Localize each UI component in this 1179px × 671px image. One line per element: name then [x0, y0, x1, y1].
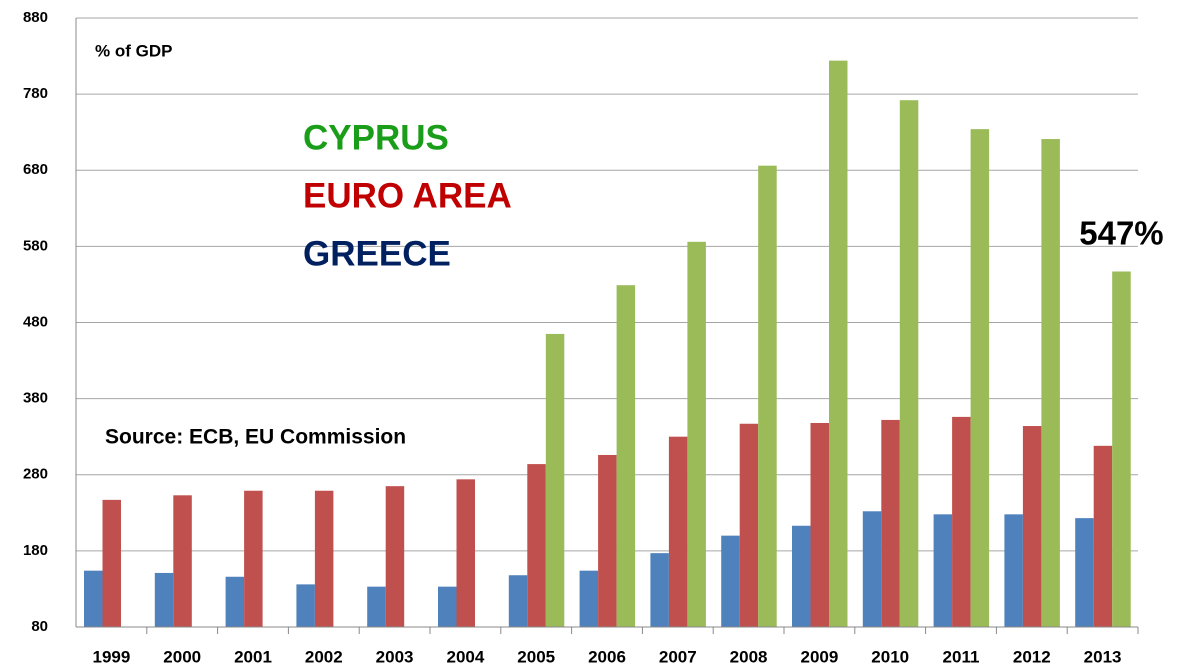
bar — [899, 100, 919, 628]
bar — [829, 60, 848, 627]
bar — [687, 241, 706, 627]
bar — [225, 576, 245, 627]
bar — [385, 486, 405, 627]
x-tick-label: 2008 — [730, 647, 768, 666]
bar — [933, 514, 953, 627]
y-tick-label: 580 — [23, 237, 48, 254]
bar — [1093, 445, 1113, 627]
x-tick-label: 2009 — [800, 647, 838, 666]
y-tick-label: 480 — [23, 313, 48, 330]
y-tick-label: 380 — [23, 390, 48, 407]
x-tick-label: 2004 — [446, 647, 484, 666]
bar — [650, 553, 669, 627]
x-tick-label: 2011 — [943, 647, 980, 666]
bar — [598, 454, 617, 627]
bar — [758, 165, 777, 627]
y-tick-label: 180 — [23, 542, 48, 559]
legend-label: CYPRUS — [303, 118, 449, 157]
bar — [739, 423, 759, 627]
source-note: Source: ECB, EU Commission — [105, 426, 406, 449]
x-tick-label: 2006 — [588, 647, 626, 666]
bar — [721, 535, 740, 627]
bar — [862, 511, 882, 627]
legend-label: GREECE — [303, 234, 451, 273]
bar — [84, 570, 103, 627]
bar — [970, 129, 990, 627]
x-tick-label: 2005 — [517, 647, 555, 666]
bar — [296, 584, 315, 627]
x-tick-label: 2007 — [659, 647, 697, 666]
bar — [367, 586, 386, 627]
y-tick-label: 80 — [31, 618, 48, 635]
bar — [244, 490, 263, 627]
bar — [1075, 518, 1094, 627]
bar — [438, 586, 457, 627]
x-tick-label: 2000 — [163, 647, 201, 666]
bar — [456, 479, 475, 627]
bar — [173, 495, 192, 627]
y-tick-label: 880 — [23, 9, 48, 26]
y-tick-label: 680 — [23, 161, 48, 178]
y-tick-label: 280 — [23, 466, 48, 483]
x-tick-label: 2002 — [305, 647, 343, 666]
bar — [508, 575, 528, 627]
bar — [1112, 271, 1131, 627]
x-tick-label: 2003 — [376, 647, 414, 666]
bar — [1041, 139, 1060, 627]
bar — [1022, 426, 1042, 627]
x-tick-label: 1999 — [92, 647, 130, 666]
y-tick-label: 780 — [23, 85, 48, 102]
x-tick-label: 2013 — [1084, 647, 1122, 666]
unit-label: % of GDP — [95, 41, 172, 60]
bar — [792, 525, 811, 627]
bar — [527, 464, 546, 627]
legend-label: EURO AREA — [303, 176, 512, 215]
bar — [881, 419, 900, 627]
bar — [668, 436, 688, 627]
x-tick-label: 2010 — [871, 647, 909, 666]
x-tick-label: 2012 — [1013, 647, 1051, 666]
bar — [952, 416, 971, 627]
bar — [102, 499, 121, 627]
bar — [1004, 514, 1023, 627]
bar — [154, 572, 174, 627]
bar — [579, 570, 599, 627]
x-tick-label: 2001 — [234, 647, 272, 666]
bar — [545, 333, 565, 627]
bar — [810, 422, 829, 627]
bar — [616, 285, 636, 627]
bar — [314, 490, 334, 627]
data-label: 547% — [1079, 215, 1163, 252]
